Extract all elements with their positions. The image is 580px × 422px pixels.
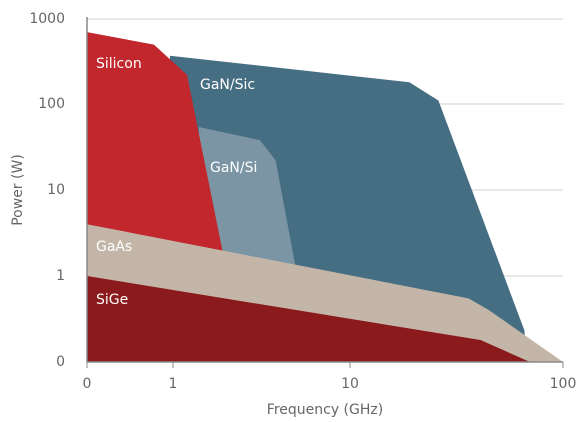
y-tick-label: 10 (47, 182, 65, 198)
region (87, 276, 531, 362)
x-tick-label: 0 (83, 376, 92, 392)
x-tick-label: 10 (341, 376, 359, 392)
y-tick-label: 0 (56, 354, 65, 370)
x-tick-label: 100 (550, 376, 577, 392)
region-label: GaN/Si (210, 160, 257, 176)
region-label: SiGe (96, 292, 128, 308)
region-label: Silicon (96, 56, 142, 72)
y-tick-label: 1000 (29, 11, 65, 27)
region-label: GaAs (96, 239, 132, 255)
region-label: GaN/Sic (200, 77, 255, 93)
y-tick-label: 1 (56, 268, 65, 284)
x-tick-label: 1 (169, 376, 178, 392)
y-axis-label: Power (W) (10, 154, 26, 226)
x-axis-label: Frequency (GHz) (267, 402, 383, 418)
y-tick-label: 100 (38, 96, 65, 112)
